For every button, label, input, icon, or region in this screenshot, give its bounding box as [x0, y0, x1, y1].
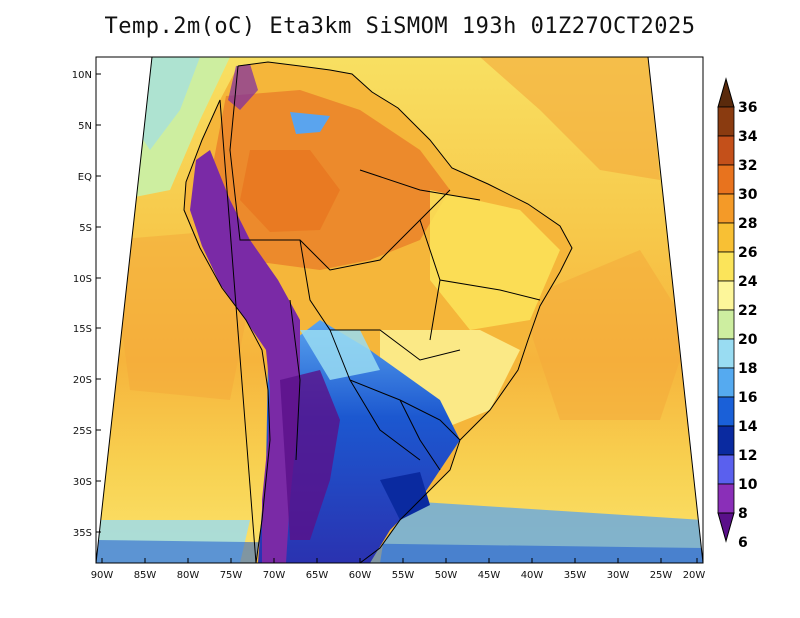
colorbar-max-arrow	[717, 77, 735, 108]
colorbar-label: 30	[738, 187, 758, 203]
andes-coldest-zone	[280, 370, 340, 540]
lat-label-10s: 10S	[73, 274, 92, 285]
lon-label-50w: 50W	[435, 570, 458, 581]
lon-label-40w: 40W	[521, 570, 544, 581]
colorbar: 36 34 32 30 28 26 24 22 20 18 16 14 12 10 8 6	[717, 77, 758, 551]
amazon-hottest-zone	[240, 150, 340, 232]
country-borders	[183, 61, 573, 563]
colorbar-swatch	[717, 338, 735, 369]
colorbar-swatch	[717, 367, 735, 398]
lon-label-85w: 85W	[134, 570, 157, 581]
lat-label-5n: 5N	[78, 121, 92, 132]
lon-label-70w: 70W	[263, 570, 286, 581]
lon-label-90w: 90W	[91, 570, 114, 581]
colorbar-min-arrow	[717, 512, 735, 543]
colorbar-label: 18	[738, 361, 757, 377]
lon-label-60w: 60W	[349, 570, 372, 581]
northern-andes-cold	[228, 64, 258, 110]
southern-edge-cold	[96, 540, 703, 563]
colorbar-label: 6	[738, 535, 748, 551]
colorbar-label: 10	[738, 477, 758, 493]
colorbar-swatch	[717, 106, 735, 137]
lat-label-eq: EQ	[78, 172, 92, 183]
atlantic-warm-zone	[480, 57, 660, 180]
lon-label-55w: 55W	[392, 570, 415, 581]
colorbar-label: 12	[738, 448, 757, 464]
atlantic-warm-zone-2	[520, 250, 690, 420]
uruguay-cold-zone	[380, 472, 430, 520]
lon-label-30w: 30W	[607, 570, 630, 581]
colorbar-label: 28	[738, 216, 757, 232]
colorbar-swatch	[717, 164, 735, 195]
temperature-field	[96, 57, 703, 563]
colorbar-label: 20	[738, 332, 758, 348]
colorbar-swatch	[717, 251, 735, 282]
guiana-highland-cool	[290, 112, 330, 134]
colorbar-swatch	[717, 222, 735, 253]
lat-label-10n: 10N	[72, 70, 92, 81]
colorbar-swatch	[717, 280, 735, 311]
colorbar-label: 22	[738, 303, 757, 319]
lon-label-80w: 80W	[177, 570, 200, 581]
axes-box	[95, 56, 704, 564]
lat-label-15s: 15S	[73, 324, 92, 335]
colorbar-swatch	[717, 135, 735, 166]
northeast-warm-zone	[430, 190, 560, 330]
lat-label-5s: 5S	[79, 223, 92, 234]
lon-label-45w: 45W	[478, 570, 501, 581]
colorbar-label: 36	[738, 100, 757, 116]
colorbar-swatch	[717, 396, 735, 427]
colorbar-label: 24	[738, 274, 758, 290]
lat-label-25s: 25S	[73, 426, 92, 437]
colorbar-swatch	[717, 483, 735, 514]
andes-cold-zone	[190, 150, 300, 563]
colorbar-label: 16	[738, 390, 757, 406]
colorbar-swatch	[717, 454, 735, 485]
lon-label-65w: 65W	[306, 570, 329, 581]
colorbar-label: 34	[738, 129, 758, 145]
map-title: Temp.2m(oC) Eta3km SiSMOM 193h 01Z27OCT2…	[104, 14, 696, 39]
lon-label-35w: 35W	[564, 570, 587, 581]
colorbar-label: 26	[738, 245, 757, 261]
lat-label-35s: 35S	[73, 528, 92, 539]
latitude-axis: 10N 5N EQ 5S 10S 15S 20S 25S 30S 35S	[72, 70, 101, 539]
lon-label-20w: 20W	[683, 570, 706, 581]
lat-label-20s: 20S	[73, 375, 92, 386]
colorbar-swatch	[717, 193, 735, 224]
lon-label-25w: 25W	[650, 570, 673, 581]
colorbar-label: 8	[738, 506, 748, 522]
colorbar-label: 14	[738, 419, 758, 435]
lon-label-75w: 75W	[220, 570, 243, 581]
colorbar-swatch	[717, 309, 735, 340]
colorbar-swatch	[717, 425, 735, 456]
lat-label-30s: 30S	[73, 477, 92, 488]
longitude-axis: 90W 85W 80W 75W 70W 65W 60W 55W 50W 45W …	[91, 558, 706, 581]
colorbar-label: 32	[738, 158, 757, 174]
